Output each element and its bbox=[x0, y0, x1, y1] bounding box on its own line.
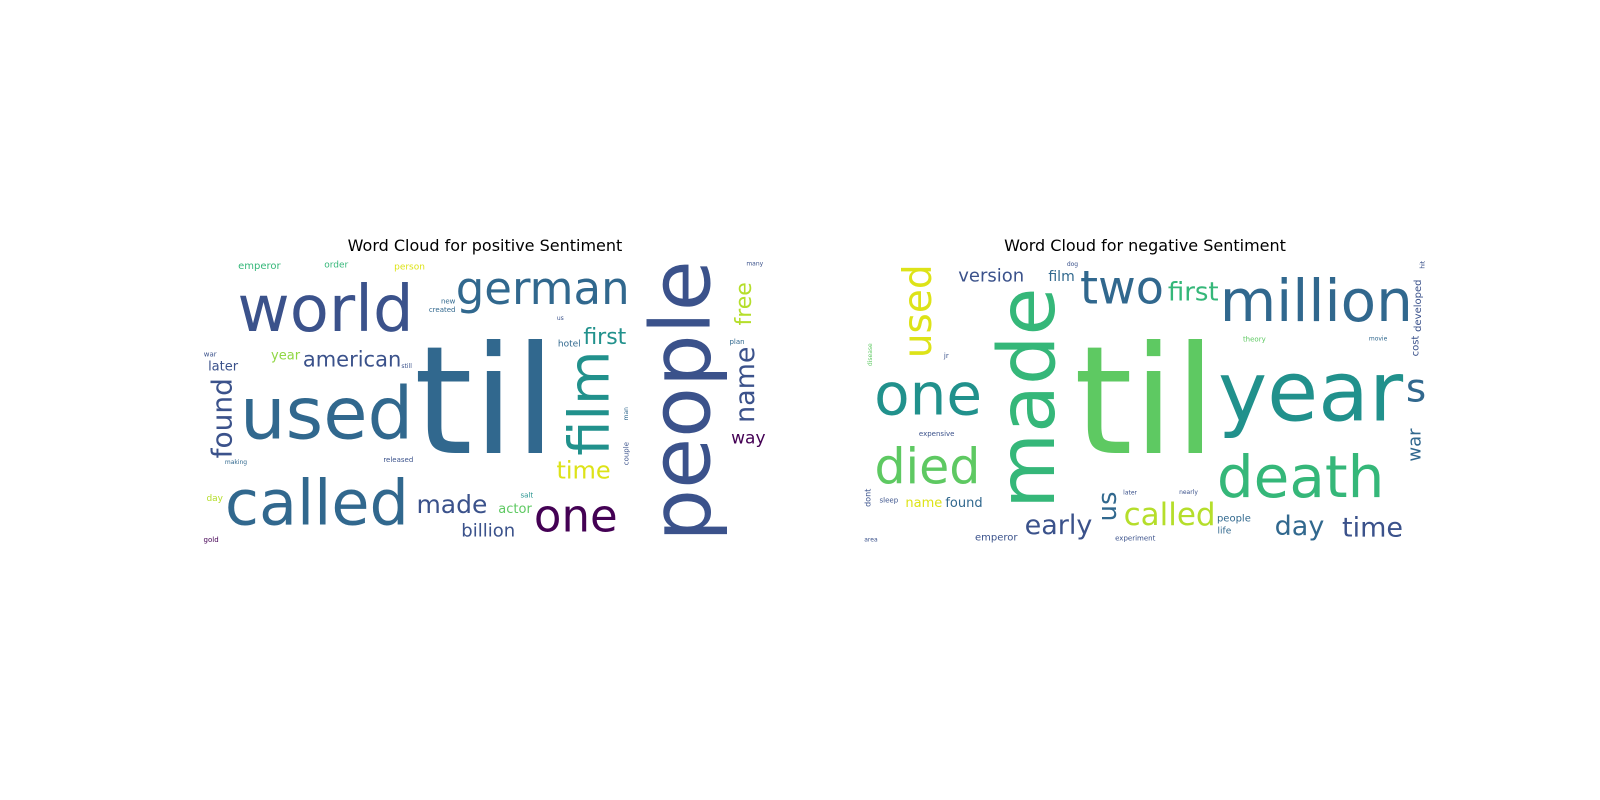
wordcloud-word: name bbox=[905, 496, 942, 511]
wordcloud-word: til bbox=[414, 315, 556, 489]
wordcloud-word: billion bbox=[461, 520, 515, 541]
wordcloud-word: theory bbox=[1243, 335, 1266, 343]
wordcloud-word: early bbox=[1025, 510, 1093, 541]
wordcloud-word: million bbox=[1220, 267, 1413, 335]
wordcloud-word: emperor bbox=[975, 532, 1018, 543]
wordcloud-word: actor bbox=[498, 502, 532, 517]
wordcloud-word: emperor bbox=[238, 261, 281, 272]
wordcloud-panel-positive: Word Cloud for positive Sentiment til use… bbox=[195, 230, 775, 560]
wordcloud-word: film bbox=[558, 350, 623, 455]
wordcloud-word: created bbox=[429, 306, 456, 314]
wordcloud-word: s bbox=[1406, 366, 1426, 411]
wordcloud-svg: til year made million death one called used died… bbox=[864, 260, 1427, 543]
wordcloud-word: disease bbox=[867, 343, 874, 366]
wordcloud-word: nearly bbox=[1179, 489, 1198, 496]
wordcloud-word: used bbox=[240, 371, 413, 455]
wordcloud-word: new bbox=[441, 297, 456, 305]
wordcloud-word: day bbox=[206, 494, 223, 504]
wordcloud-word: found bbox=[205, 378, 238, 458]
wordcloud-word: hit bbox=[1419, 260, 1426, 268]
wordcloud-word: year bbox=[1218, 344, 1404, 441]
wordcloud-word: world bbox=[237, 273, 413, 347]
wordcloud-word: sleep bbox=[880, 497, 899, 505]
wordcloud-word: experiment bbox=[1115, 534, 1155, 542]
wordcloud-word: couple bbox=[623, 442, 631, 465]
wordcloud-word: salt bbox=[520, 491, 533, 499]
wordcloud-word: life bbox=[1218, 527, 1232, 537]
wordcloud-word: still bbox=[401, 363, 412, 370]
wordcloud-word: dog bbox=[1067, 261, 1078, 268]
wordcloud-word: later bbox=[1123, 489, 1137, 496]
wordcloud-word: died bbox=[874, 439, 980, 496]
wordcloud-word: found bbox=[945, 496, 982, 511]
wordcloud-word: name bbox=[730, 346, 761, 423]
wordcloud-word: used bbox=[896, 264, 941, 358]
wordcloud-word: making bbox=[225, 459, 247, 466]
wordcloud-word: cost bbox=[1410, 336, 1421, 357]
wordcloud-word: people bbox=[632, 260, 729, 541]
wordcloud-word: many bbox=[746, 260, 763, 267]
wordcloud-word: one bbox=[874, 361, 982, 429]
wordcloud-word: released bbox=[383, 456, 413, 464]
wordcloud-word: american bbox=[303, 347, 401, 371]
wordcloud-word: order bbox=[324, 260, 348, 270]
chart-title: Word Cloud for negative Sentiment bbox=[1004, 236, 1286, 255]
wordcloud-word: two bbox=[1080, 261, 1164, 315]
wordcloud-word: way bbox=[731, 429, 765, 449]
wordcloud-word: free bbox=[732, 282, 757, 325]
wordcloud-word: version bbox=[958, 265, 1024, 286]
wordcloud-word: year bbox=[271, 348, 301, 363]
wordcloud-word: time bbox=[1342, 512, 1403, 543]
wordcloud-word: man bbox=[623, 407, 630, 421]
wordcloud-word: til bbox=[1074, 315, 1216, 489]
wordcloud-word: war bbox=[204, 351, 217, 359]
wordcloud-word: called bbox=[225, 466, 409, 539]
wordcloud-word: film bbox=[1048, 269, 1074, 285]
chart-title: Word Cloud for positive Sentiment bbox=[347, 236, 623, 255]
wordcloud-area: til year made million death one called used died… bbox=[863, 260, 1427, 544]
wordcloud-panel-negative: Word Cloud for negative Sentiment til yea… bbox=[855, 230, 1435, 560]
wordcloud-word: made bbox=[983, 288, 1073, 509]
wordcloud-word: death bbox=[1217, 443, 1385, 511]
wordcloud-word: person bbox=[394, 263, 425, 273]
wordcloud-word: jr bbox=[943, 352, 949, 360]
wordcloud-word: day bbox=[1275, 511, 1325, 542]
wordcloud-word: first bbox=[583, 325, 626, 350]
wordcloud-word: plan bbox=[729, 338, 744, 346]
wordcloud-word: people bbox=[1217, 514, 1251, 525]
wordcloud-word: movie bbox=[1369, 335, 1388, 342]
wordcloud-word: us bbox=[557, 315, 564, 322]
wordcloud-word: called bbox=[1124, 497, 1216, 533]
wordcloud-word: gold bbox=[204, 536, 219, 544]
wordcloud-word: war bbox=[1405, 428, 1426, 462]
wordcloud-word: area bbox=[864, 536, 878, 543]
wordcloud-word: us bbox=[1093, 491, 1123, 521]
wordcloud-word: one bbox=[534, 490, 618, 543]
wordcloud-word: time bbox=[556, 456, 610, 484]
wordcloud-word: first bbox=[1168, 277, 1219, 307]
wordcloud-word: made bbox=[416, 490, 487, 519]
wordcloud-area: til used people world called german one film mad… bbox=[203, 260, 767, 544]
wordcloud-word: hotel bbox=[558, 340, 581, 350]
wordcloud-word: german bbox=[456, 262, 630, 315]
wordcloud-word: developed bbox=[1413, 280, 1424, 332]
wordcloud-word: later bbox=[208, 359, 239, 374]
wordcloud-word: expensive bbox=[919, 430, 955, 438]
wordcloud-word: dont bbox=[864, 489, 873, 507]
